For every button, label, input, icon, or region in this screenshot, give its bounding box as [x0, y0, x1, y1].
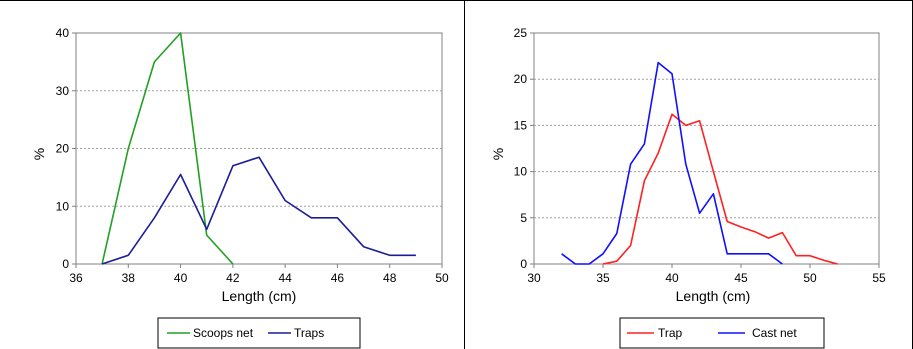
y-tick-label: 20	[514, 72, 528, 86]
legend-box	[157, 317, 361, 349]
series-line-cast-net	[561, 61, 783, 265]
length-chart-scoops-traps: 0 10 20 30 40 36 38 40 42 44 46 48 50 % Length (cm)…	[31, 26, 449, 349]
legend-label-scoops-net: Scoops net	[193, 326, 254, 340]
x-tick-label: 45	[734, 271, 748, 285]
x-tick-label: 46	[331, 271, 345, 285]
legend-label-trap: Trap	[658, 326, 683, 340]
y-tick-label: 30	[56, 84, 70, 98]
y-tick-label: 0	[520, 257, 527, 271]
x-tick-label: 38	[122, 271, 136, 285]
x-tick-label: 42	[226, 271, 240, 285]
length-chart-trap-castnet: 0 5 10 15 20 25 30 35 40 45 50 55 % Length (cm) Tr…	[490, 26, 886, 349]
x-axis-title: Length (cm)	[676, 288, 751, 304]
x-tick-labels: 36 38 40 42 44 46 48 50	[69, 264, 449, 285]
series-line-traps	[101, 156, 416, 265]
y-tick-label: 20	[56, 142, 70, 156]
series-lines	[101, 32, 416, 265]
y-tick-label: 10	[514, 165, 528, 179]
y-tick-label: 0	[62, 257, 69, 271]
x-tick-label: 40	[174, 271, 188, 285]
x-tick-label: 50	[803, 271, 817, 285]
y-tick-label: 15	[514, 118, 528, 132]
x-tick-label: 44	[278, 271, 292, 285]
y-tick-label: 25	[514, 26, 528, 40]
x-tick-label: 50	[435, 271, 449, 285]
gridlines	[534, 78, 879, 219]
y-axis-title: %	[31, 148, 47, 160]
series-line-trap	[602, 113, 838, 265]
x-axis-title: Length (cm)	[222, 288, 297, 304]
x-tick-label: 36	[69, 271, 83, 285]
legend-label-cast-net: Cast net	[752, 326, 797, 340]
legend-label-traps: Traps	[294, 326, 324, 340]
y-tick-labels: 0 10 20 30 40	[56, 26, 76, 271]
plot-area	[75, 32, 443, 265]
legend: Scoops net Traps	[157, 317, 361, 349]
y-tick-label: 10	[56, 199, 70, 213]
y-tick-labels: 0 5 10 15 20 25	[514, 26, 534, 271]
y-tick-label: 5	[520, 211, 527, 225]
x-tick-label: 35	[596, 271, 610, 285]
x-tick-label: 30	[527, 271, 541, 285]
x-tick-labels: 30 35 40 45 50 55	[527, 264, 886, 285]
x-tick-label: 48	[383, 271, 397, 285]
y-tick-label: 40	[56, 26, 70, 40]
series-line-scoops-net	[101, 32, 234, 265]
y-axis-title: %	[490, 148, 506, 160]
legend: Trap Cast net	[619, 317, 825, 349]
gridlines	[76, 90, 442, 207]
x-tick-label: 40	[665, 271, 679, 285]
x-tick-label: 55	[872, 271, 886, 285]
series-lines	[561, 61, 838, 265]
